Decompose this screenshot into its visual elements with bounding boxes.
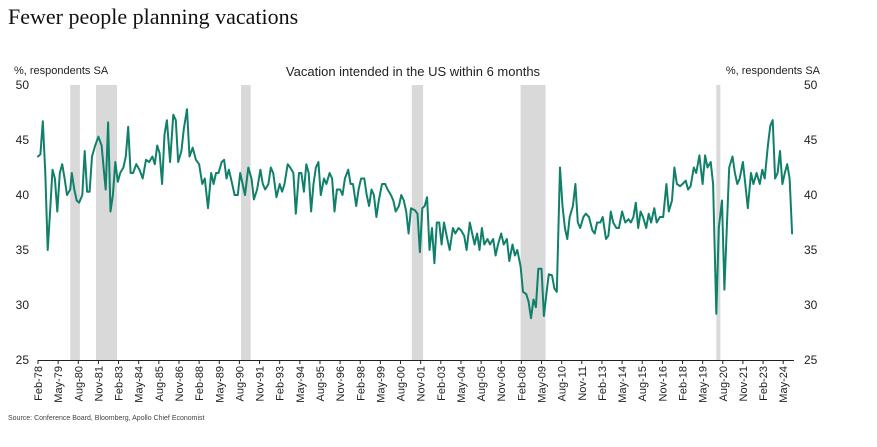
x-tick-label: Nov-16: [657, 366, 669, 401]
recession-band-6: [716, 85, 721, 360]
source-note: Source: Conference Board, Bloomberg, Apo…: [8, 415, 205, 422]
recession-band-3: [241, 85, 251, 360]
x-tick-label: Aug-95: [315, 366, 327, 401]
x-tick-label: Nov-81: [93, 366, 105, 401]
page-title: Fewer people planning vacations: [8, 4, 299, 29]
y-tick-label-right: 35: [804, 243, 818, 257]
y-tick-label-right: 45: [804, 133, 818, 147]
y-tick-label-left: 25: [16, 353, 30, 367]
x-tick-label: Aug-80: [73, 366, 85, 401]
x-tick-label: Aug-20: [718, 366, 730, 401]
y-axis-right: 25 30 35 40 45 50: [804, 78, 818, 367]
y-axis-left: 25 30 35 40 45 50: [16, 78, 30, 367]
x-tick-label: May-84: [134, 366, 146, 403]
x-tick-label: Aug-00: [396, 366, 408, 401]
y-tick-label-left: 40: [16, 188, 30, 202]
x-tick-label: May-09: [537, 366, 549, 403]
y-axis-label-left: %, respondents SA: [14, 65, 109, 77]
y-tick-label-right: 50: [804, 78, 818, 92]
x-tick-label: Feb-23: [758, 366, 770, 401]
y-tick-label-right: 40: [804, 188, 818, 202]
x-tick-label: Feb-18: [678, 366, 690, 401]
x-tick-label: Aug-85: [154, 366, 166, 401]
chart-title: Vacation intended in the US within 6 mon…: [286, 64, 541, 79]
x-tick-label: Nov-06: [496, 366, 508, 401]
x-tick-label: May-19: [698, 366, 710, 403]
recession-band-5: [520, 85, 546, 360]
recession-band-2: [96, 85, 117, 360]
x-tick-label: Feb-88: [194, 366, 206, 401]
y-tick-label-left: 45: [16, 133, 30, 147]
y-axis-label-right: %, respondents SA: [726, 65, 821, 77]
x-tick-label: Aug-05: [476, 366, 488, 401]
x-tick-label: May-94: [295, 366, 307, 403]
x-tick-label: Aug-90: [234, 366, 246, 401]
x-tick-label: Nov-96: [335, 366, 347, 401]
x-tick-label: Nov-11: [577, 366, 589, 401]
x-tick-label: May-79: [53, 366, 65, 403]
x-tick-label: Feb-93: [275, 366, 287, 401]
x-tick-label: May-89: [214, 366, 226, 403]
x-tick-label: Nov-01: [416, 366, 428, 401]
x-tick-label: Feb-78: [33, 366, 45, 401]
x-tick-label: Feb-03: [436, 366, 448, 401]
x-tick-label: Nov-91: [255, 366, 267, 401]
x-tick-label: Feb-98: [355, 366, 367, 401]
series-layer: [37, 108, 794, 320]
recession-band-1: [70, 85, 80, 360]
y-tick-label-right: 25: [804, 353, 818, 367]
x-tick-label: Aug-10: [557, 366, 569, 401]
x-axis: Feb-78 May-79 Aug-80 Nov-81 Feb-83 May-84 Aug-…: [33, 360, 790, 403]
x-tick-label: May-24: [778, 366, 790, 403]
x-tick-label: Feb-83: [114, 366, 126, 401]
x-tick-label: May-14: [617, 366, 629, 403]
x-tick-label: Feb-13: [597, 366, 609, 401]
x-tick-label: Nov-86: [174, 366, 186, 401]
y-tick-label-right: 30: [804, 298, 818, 312]
x-tick-label: May-99: [375, 366, 387, 403]
x-tick-label: Nov-21: [738, 366, 750, 401]
y-tick-label-left: 35: [16, 243, 30, 257]
series-line-1: [37, 108, 794, 320]
y-tick-label-left: 30: [16, 298, 30, 312]
x-tick-label: May-04: [456, 366, 468, 403]
x-tick-label: Aug-15: [637, 366, 649, 401]
x-tick-label: Feb-08: [516, 366, 528, 401]
y-tick-label-left: 50: [16, 78, 30, 92]
